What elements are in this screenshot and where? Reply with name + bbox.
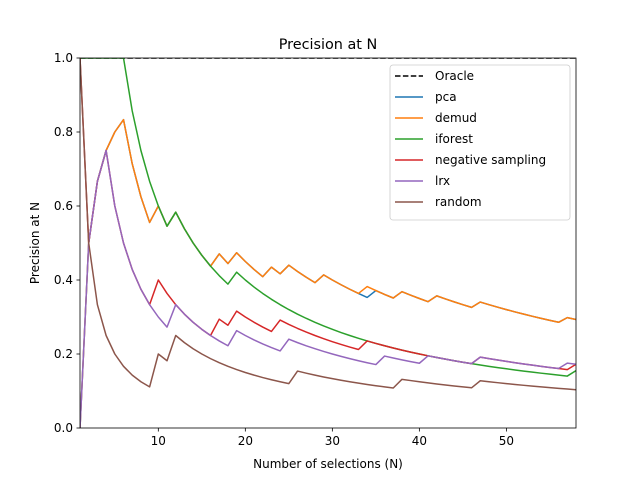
y-tick-label: 1.0 xyxy=(54,51,73,65)
legend-label-demud: demud xyxy=(435,111,477,125)
x-axis-label: Number of selections (N) xyxy=(253,457,403,471)
x-axis-ticks: 10 20 30 40 50 xyxy=(151,428,514,448)
y-tick-label: 0.8 xyxy=(54,125,73,139)
y-axis-ticks: 0.0 0.2 0.4 0.6 0.8 1.0 xyxy=(54,51,80,435)
x-tick-label: 30 xyxy=(325,434,340,448)
y-axis-label: Precision at N xyxy=(28,202,42,284)
x-tick-label: 50 xyxy=(499,434,514,448)
plot-frame xyxy=(79,57,577,429)
x-tick-label: 10 xyxy=(151,434,166,448)
series-line-random xyxy=(80,58,576,391)
legend-label-iforest: iforest xyxy=(435,132,473,146)
legend-label-oracle: Oracle xyxy=(435,69,474,83)
x-tick-label: 20 xyxy=(238,434,253,448)
legend-label-negative-sampling: negative sampling xyxy=(435,153,546,167)
legend-box xyxy=(389,64,571,221)
series-line-lrx xyxy=(80,149,576,428)
legend-label-lrx: lrx xyxy=(435,174,450,188)
y-tick-label: 0.2 xyxy=(54,347,73,361)
legend-label-pca: pca xyxy=(435,90,457,104)
x-tick-label: 40 xyxy=(412,434,427,448)
y-tick-label: 0.4 xyxy=(54,273,73,287)
legend-label-random: random xyxy=(435,195,482,209)
series-line-iforest xyxy=(80,58,576,377)
y-tick-label: 0.0 xyxy=(54,421,73,435)
series-lines xyxy=(80,58,576,428)
legend: Oracle pca demud iforest negative sampling lr… xyxy=(389,64,571,221)
y-tick-label: 0.6 xyxy=(54,199,73,213)
chart-title: Precision at N xyxy=(279,37,378,53)
